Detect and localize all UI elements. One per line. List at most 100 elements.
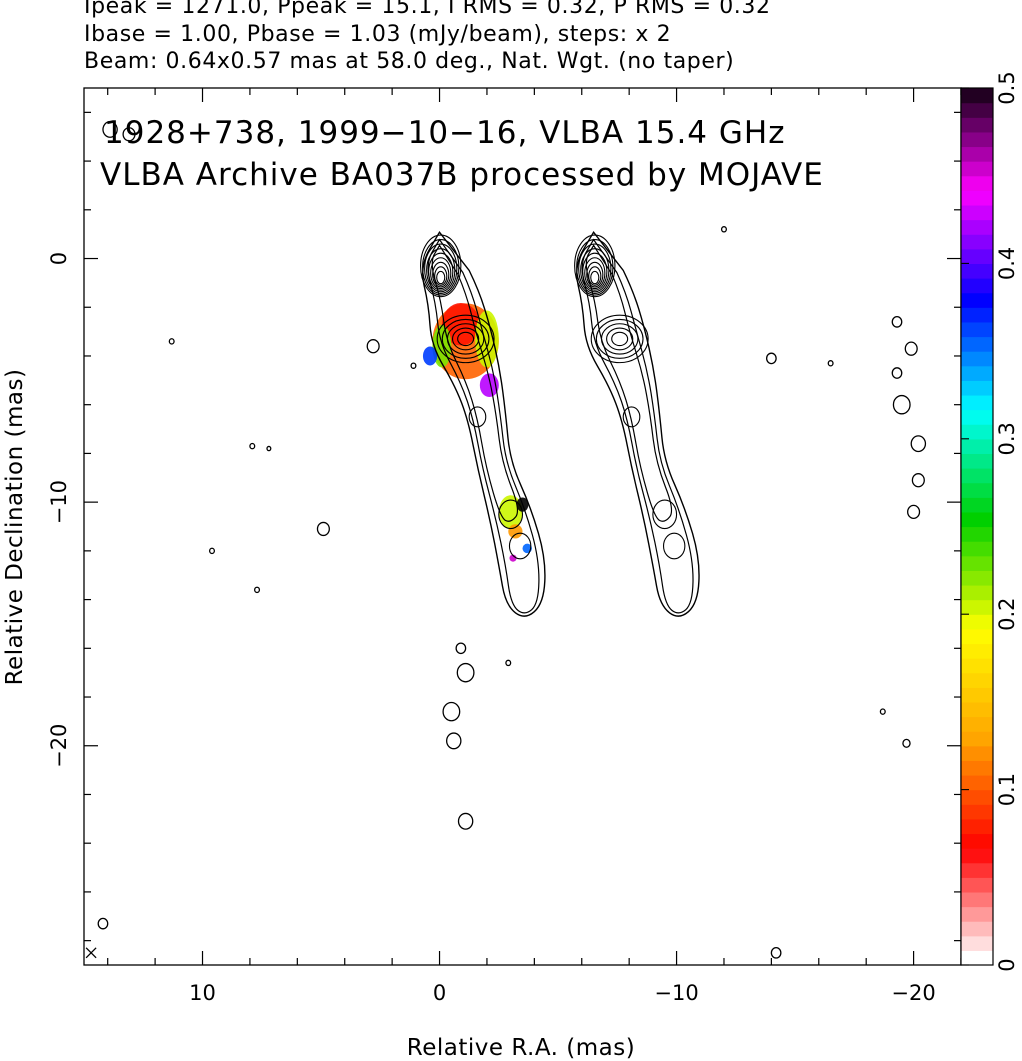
- colorbar-segment: [961, 658, 993, 674]
- colorbar-segment: [961, 102, 993, 118]
- colorbar-segment: [961, 643, 993, 659]
- colorbar-segment: [961, 292, 993, 308]
- x-tick-label: −20: [891, 981, 935, 1005]
- noise-contour: [168, 338, 175, 345]
- core-contour: [424, 243, 458, 294]
- colorbar-segment: [961, 818, 993, 835]
- contour-outer: [422, 230, 546, 617]
- colorbar-segment: [961, 584, 993, 601]
- colorbar-segment: [961, 409, 993, 425]
- colorbar-tick-label: 0: [995, 958, 1019, 971]
- colorbar-segment: [961, 891, 993, 908]
- map-label-line2: VLBA Archive BA037B processed by MOJAVE: [100, 157, 824, 193]
- noise-contour: [765, 352, 777, 365]
- colorbar-segment: [961, 745, 993, 761]
- colorbar-tick-label: 0.2: [995, 597, 1019, 630]
- header-line-2: Ibase = 1.00, Pbase = 1.03 (mJy/beam), s…: [84, 22, 672, 47]
- component-contour: [457, 331, 475, 347]
- colorbar-segment: [961, 248, 993, 264]
- colorbar-tick-label: 0.5: [995, 71, 1019, 104]
- noise-contour: [266, 445, 272, 452]
- noise-contour: [456, 662, 475, 683]
- component-contour: [446, 323, 485, 355]
- component-contour: [595, 318, 644, 359]
- colorbar-segment: [961, 482, 993, 498]
- x-axis-label: Relative R.A. (mas): [407, 1035, 635, 1061]
- map-label-line1: 1928+738, 1999−10−16, VLBA 15.4 GHz: [104, 115, 785, 151]
- colorbar-segment: [961, 161, 993, 177]
- core-contour: [580, 248, 610, 293]
- noise-contour: [904, 341, 918, 356]
- colorbar-segment: [961, 672, 993, 688]
- core-contour: [588, 266, 602, 286]
- contour-level: [431, 244, 519, 522]
- knot-contour: [622, 406, 641, 428]
- colorbar-segment: [961, 278, 993, 294]
- plot-frame: [83, 87, 962, 966]
- y-tick-label: −10: [47, 480, 71, 524]
- noise-contour: [879, 708, 886, 715]
- noise-contour: [827, 360, 834, 367]
- noise-contour: [446, 732, 462, 750]
- component-contour: [611, 331, 629, 347]
- y-tick-label: −20: [47, 724, 71, 768]
- colorbar-segment: [961, 833, 993, 849]
- noise-contour: [457, 812, 474, 830]
- y-axis-label: Relative Declination (mas): [2, 369, 28, 686]
- noise-contour: [97, 917, 109, 930]
- noise-contour: [892, 394, 911, 415]
- colorbar-segment: [961, 88, 993, 104]
- core-contour: [426, 248, 456, 293]
- colorbar-segment: [961, 789, 993, 805]
- colorbar-segment: [961, 365, 993, 381]
- colorbar-segment: [961, 570, 993, 586]
- colorbar-segment: [961, 190, 993, 206]
- colorbar-segment: [961, 438, 993, 455]
- colorbar-segment: [961, 906, 993, 922]
- colorbar-segment: [961, 774, 993, 791]
- knot-contour: [498, 499, 524, 530]
- pol-patch: [509, 554, 517, 562]
- colorbar-segment: [961, 263, 993, 279]
- noise-contour: [366, 339, 380, 354]
- colorbar-tick-label: 0.4: [995, 247, 1019, 280]
- colorbar-segment: [961, 614, 993, 630]
- core-contour: [430, 257, 452, 290]
- colorbar-segment: [961, 219, 993, 235]
- colorbar: [960, 87, 994, 966]
- colorbar-segment: [961, 921, 993, 937]
- core-contour: [586, 261, 604, 288]
- core-contour: [590, 270, 600, 285]
- header-line-1: Ipeak = 1271.0, Ppeak = 15.1, I RMS = 0.…: [84, 0, 771, 19]
- noise-contour: [770, 946, 782, 959]
- noise-contour: [910, 435, 927, 453]
- beam-marker: [85, 947, 97, 959]
- colorbar-segment: [961, 468, 993, 484]
- colorbar-segment: [961, 453, 993, 469]
- noise-contour: [316, 521, 330, 537]
- colorbar-segment: [961, 424, 993, 440]
- colorbar-segment: [961, 526, 993, 542]
- core-contour: [422, 239, 460, 296]
- core-contour: [436, 270, 446, 285]
- colorbar-segment: [961, 321, 993, 338]
- core-contour: [584, 257, 606, 290]
- knot-contour: [508, 532, 532, 560]
- component-contour: [441, 318, 490, 359]
- tick-layer: 10 0 −10 −20 0 −10 −20: [47, 88, 962, 1005]
- component-contour: [451, 327, 480, 351]
- core-contour: [420, 234, 462, 298]
- noise-contour: [891, 316, 903, 328]
- colorbar-segment: [961, 307, 993, 323]
- colorbar-segment: [961, 731, 993, 747]
- colorbar-segment: [961, 760, 993, 776]
- colorbar-segment: [961, 687, 993, 703]
- knot-contour: [652, 499, 678, 530]
- colorbar-tick-label: 0.1: [995, 773, 1019, 806]
- y-tick-label: 0: [47, 252, 71, 265]
- colorbar-segment: [961, 380, 993, 396]
- noise-contour: [208, 547, 216, 555]
- core-contour: [576, 239, 614, 296]
- colorbar-segment: [961, 877, 993, 893]
